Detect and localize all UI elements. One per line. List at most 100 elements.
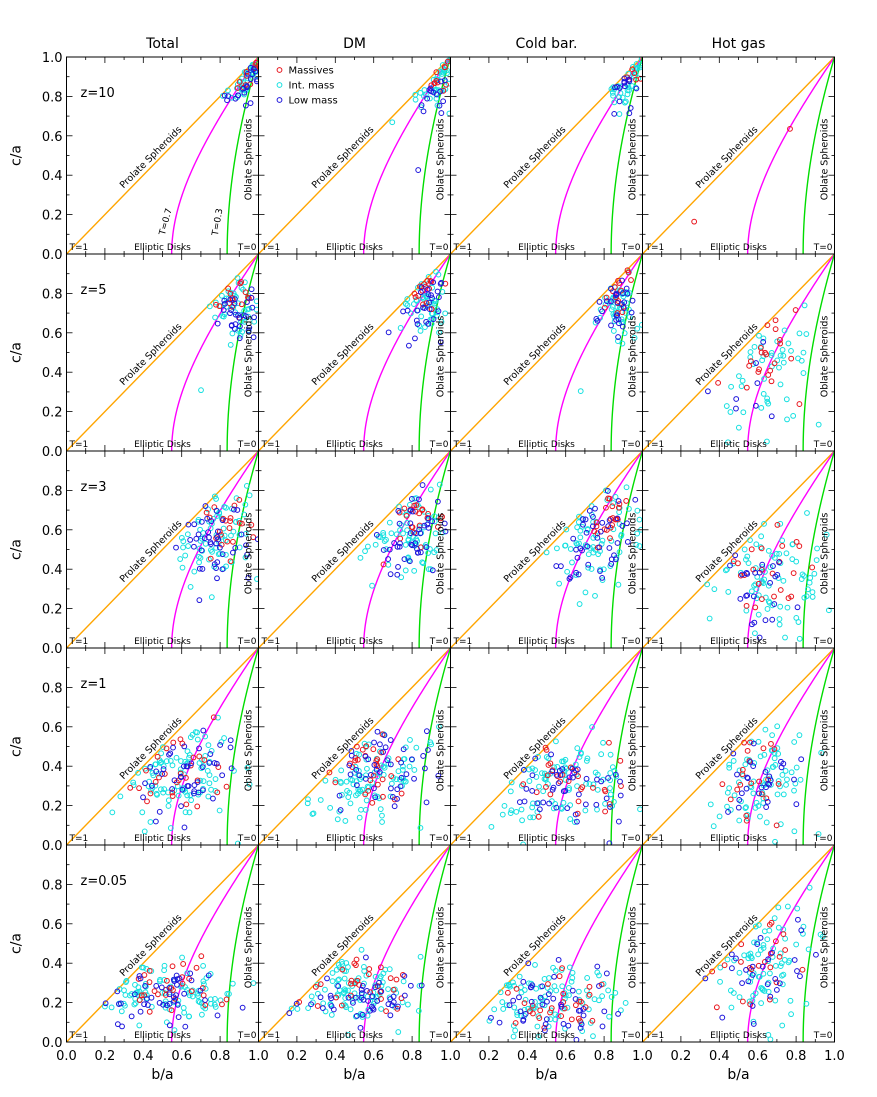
point-int-mass: [784, 776, 790, 783]
point-low-mass: [254, 78, 259, 85]
panel-4-0: Prolate Spheroids Oblate SpheroidsEllipti…: [9, 844, 269, 1083]
curve-t07: [170, 845, 259, 1042]
point-low-mass: [214, 1012, 221, 1019]
point-int-mass: [706, 615, 713, 622]
panel-1-0: Prolate Spheroids Oblate SpheroidsEllipti…: [9, 253, 259, 460]
point-int-mass: [407, 310, 414, 317]
point-int-mass: [610, 92, 616, 99]
point-int-mass: [584, 526, 591, 532]
label-t0: T=0: [621, 1031, 641, 1041]
label-t0: T=0: [429, 1031, 449, 1041]
point-massives: [799, 966, 806, 973]
point-int-mass: [610, 328, 617, 334]
label-t07: T=0.7: [158, 207, 175, 237]
point-int-mass: [244, 306, 251, 313]
point-massives: [363, 743, 370, 750]
point-int-mass: [386, 519, 393, 526]
point-int-mass: [562, 756, 569, 763]
point-low-mass: [551, 973, 558, 980]
point-massives: [746, 362, 753, 369]
point-int-mass: [411, 767, 418, 773]
point-low-mass: [425, 515, 432, 522]
point-low-mass: [582, 516, 589, 523]
point-low-mass: [795, 916, 801, 923]
point-massives: [164, 977, 170, 984]
point-low-mass: [578, 1021, 585, 1028]
point-low-mass: [813, 951, 819, 958]
point-massives: [738, 941, 745, 948]
point-low-mass: [245, 574, 252, 581]
point-massives: [737, 572, 744, 579]
point-low-mass: [175, 1014, 182, 1020]
point-low-mass: [597, 528, 604, 535]
point-int-mass: [793, 615, 800, 621]
point-low-mass: [153, 982, 160, 989]
point-int-mass: [199, 1011, 205, 1018]
point-low-mass: [202, 997, 208, 1004]
point-low-mass: [401, 556, 408, 563]
point-int-mass: [431, 549, 438, 556]
point-int-mass: [230, 528, 237, 535]
point-int-mass: [207, 525, 214, 532]
point-int-mass: [550, 805, 557, 812]
point-low-mass: [174, 981, 180, 988]
point-int-mass: [142, 989, 149, 996]
point-int-mass: [160, 763, 167, 770]
label-t0: T=0: [237, 243, 257, 253]
point-low-mass: [181, 743, 188, 750]
point-massives: [180, 961, 187, 967]
curve-t03: [802, 254, 835, 451]
point-int-mass: [512, 1027, 519, 1034]
point-low-mass: [583, 775, 590, 782]
point-int-mass: [727, 409, 734, 415]
point-int-mass: [762, 726, 769, 733]
point-massives: [359, 746, 366, 753]
point-int-mass: [220, 313, 227, 320]
point-low-mass: [166, 1022, 173, 1029]
point-int-mass: [710, 823, 717, 830]
point-low-mass: [372, 794, 379, 801]
point-low-mass: [577, 1025, 584, 1031]
label-oblate-spheroids: Oblate Spheroids: [820, 513, 831, 595]
point-low-mass: [347, 771, 354, 778]
point-massives: [766, 996, 773, 1003]
point-int-mass: [768, 352, 775, 359]
point-int-mass: [196, 760, 203, 766]
point-low-mass: [380, 547, 387, 553]
point-low-mass: [435, 294, 442, 301]
x-tick-label: 0.4: [709, 1049, 730, 1064]
point-int-mass: [221, 735, 228, 741]
point-low-mass: [734, 771, 740, 778]
point-massives: [616, 501, 623, 507]
panel-plot-area: [450, 845, 643, 1042]
point-massives: [763, 795, 770, 802]
point-int-mass: [747, 349, 754, 355]
point-massives: [721, 962, 728, 969]
point-massives: [769, 570, 776, 577]
point-low-mass: [241, 89, 248, 96]
y-tick-label: 0.8: [42, 90, 63, 105]
point-int-mass: [510, 979, 516, 986]
point-int-mass: [789, 541, 796, 548]
point-int-mass: [352, 1013, 359, 1020]
point-low-mass: [752, 402, 759, 409]
label-oblate-spheroids: Oblate Spheroids: [820, 119, 831, 201]
point-massives: [440, 87, 447, 94]
point-low-mass: [372, 984, 379, 991]
point-low-mass: [187, 537, 194, 543]
point-massives: [411, 290, 418, 297]
point-int-mass: [404, 520, 410, 526]
point-int-mass: [163, 758, 170, 765]
point-massives: [314, 1003, 321, 1009]
point-int-mass: [579, 1028, 586, 1035]
point-low-mass: [143, 996, 150, 1003]
point-int-mass: [109, 809, 116, 816]
curve-t03: [226, 648, 259, 845]
label-elliptic-disks: Elliptic Disks: [710, 834, 767, 844]
point-int-mass: [724, 956, 731, 963]
point-low-mass: [632, 496, 639, 503]
point-low-mass: [624, 539, 631, 545]
panel-plot-area: [258, 648, 451, 845]
point-int-mass: [764, 395, 771, 402]
point-int-mass: [202, 540, 209, 547]
